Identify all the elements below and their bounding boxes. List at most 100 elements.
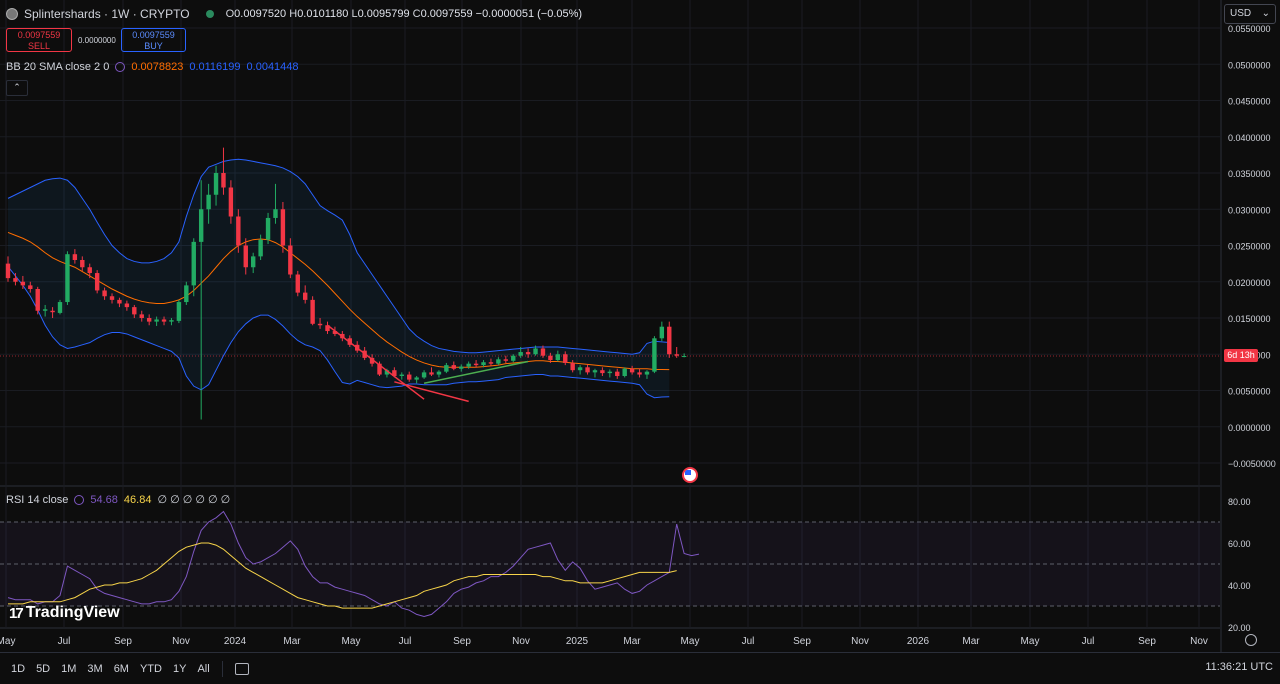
x-tick-label: Jul: [742, 636, 755, 647]
range-1y-button[interactable]: 1Y: [172, 662, 187, 675]
symbol-title[interactable]: Splintershards · 1W · CRYPTO: [24, 7, 190, 21]
candle-body: [466, 363, 471, 367]
candle-body: [50, 310, 55, 313]
candle-body: [525, 352, 531, 355]
candle-body: [399, 374, 404, 376]
candle-body: [317, 323, 323, 326]
candle-body: [310, 299, 315, 324]
us-flag-event-icon[interactable]: [682, 467, 698, 483]
tradingview-wordmark: TradingView: [25, 604, 120, 621]
bb-upper-line: [7, 158, 670, 355]
rsi-y-tick-label: 60.00: [1228, 539, 1251, 549]
buy-button[interactable]: 0.0097559 BUY: [121, 28, 186, 52]
candle-body: [184, 285, 189, 303]
candle-body: [518, 352, 523, 356]
candle-body: [169, 320, 174, 322]
candle-body: [236, 216, 241, 246]
range-1d-button[interactable]: 1D: [11, 662, 26, 675]
candle-body: [94, 273, 100, 291]
chart-canvas[interactable]: 0.0550000 0.0500000 0.0450000 0.0400000 0.03…: [0, 0, 1280, 652]
x-tick-label: May: [342, 636, 361, 647]
x-tick-label: Sep: [793, 636, 811, 647]
candle-body: [258, 239, 263, 257]
rsi-legend[interactable]: RSI 14 close 54.68 46.84 ∅ ∅ ∅ ∅ ∅ ∅: [6, 493, 230, 507]
candle-body: [243, 245, 248, 268]
candle-body: [459, 366, 464, 369]
candle-body: [280, 209, 286, 246]
candle-body: [392, 370, 397, 376]
bb-legend[interactable]: BB 20 SMA close 2 0 0.0078823 0.0116199 …: [6, 61, 299, 73]
price-change: −0.0000051 (−0.05%): [475, 8, 583, 20]
candle-body: [154, 319, 159, 322]
candle-body: [35, 289, 40, 311]
candle-body: [481, 362, 486, 366]
range-1m-button[interactable]: 1M: [61, 662, 77, 675]
candle-body: [570, 362, 575, 371]
rsi-line: [7, 510, 700, 618]
bb-basis-value: 0.0078823: [131, 61, 184, 73]
candle-body: [503, 359, 509, 361]
rsi-value: 54.68: [90, 493, 118, 506]
candle-body: [629, 368, 635, 373]
candle-body: [548, 355, 553, 361]
candle-body: [384, 370, 390, 375]
currency-label: USD: [1230, 8, 1252, 19]
trendline-green: [423, 360, 529, 384]
y-tick-label: −0.0050000: [1228, 459, 1276, 469]
bb-basis-line: [7, 231, 670, 371]
rsi-name: RSI 14 close: [6, 493, 69, 506]
bb-band-fill: [8, 159, 670, 398]
candle-body: [161, 319, 167, 322]
candle-body: [102, 290, 107, 297]
calendar-icon[interactable]: [234, 662, 249, 675]
candle-body: [644, 371, 650, 375]
x-tick-label: May: [1021, 636, 1040, 647]
tradingview-logo[interactable]: 17 TradingView: [9, 604, 120, 622]
range-ytd-button[interactable]: YTD: [139, 662, 162, 675]
x-tick-label: Sep: [114, 636, 132, 647]
y-tick-label: 0.0500000: [1228, 60, 1271, 70]
candle-body: [637, 372, 642, 375]
range-3m-button[interactable]: 3M: [87, 662, 103, 675]
collapse-legend-button[interactable]: ⌃: [6, 80, 28, 96]
candle-body: [511, 355, 516, 361]
candle-body: [407, 374, 412, 380]
x-tick-label: Mar: [283, 636, 301, 647]
candle-body: [206, 194, 211, 210]
currency-selector[interactable]: USD ⌄: [1224, 4, 1276, 24]
candle-body: [109, 296, 115, 300]
candle-body: [592, 370, 598, 373]
gear-icon[interactable]: [1245, 634, 1257, 646]
candle-body: [265, 217, 271, 240]
candle-body: [117, 299, 122, 304]
candle-body: [585, 367, 590, 373]
indicator-settings-icon[interactable]: [115, 62, 126, 72]
x-tick-label: Jul: [58, 636, 71, 647]
candle-body: [42, 309, 48, 311]
sell-button[interactable]: 0.0097559 SELL: [6, 28, 72, 52]
y-tick-label: 0.0150000: [1228, 314, 1271, 324]
y-tick-label: 0.0300000: [1228, 205, 1271, 215]
candle-body: [72, 254, 78, 260]
candle-body: [600, 370, 605, 374]
buy-label: BUY: [144, 41, 163, 51]
y-tick-label: 0.0350000: [1228, 169, 1271, 179]
range-5d-button[interactable]: 5D: [36, 662, 51, 675]
y-tick-label: 0.0450000: [1228, 97, 1271, 107]
utc-clock[interactable]: 11:36:21 UTC: [1205, 661, 1273, 673]
candle-body: [421, 372, 427, 378]
candle-body: [65, 254, 70, 303]
range-6m-button[interactable]: 6M: [113, 662, 129, 675]
rsi-settings-icon[interactable]: [74, 494, 85, 505]
range-all-button[interactable]: All: [197, 662, 210, 675]
candle-body: [622, 368, 627, 376]
x-tick-label: Sep: [1138, 636, 1156, 647]
y-tick-label: 0.0400000: [1228, 133, 1271, 143]
candle-body: [652, 338, 657, 372]
candle-body: [436, 371, 442, 375]
bottom-toolbar: 1D 5D 1M 3M 6M YTD 1Y All 11:36:21 UTC: [0, 652, 1280, 684]
candle-body: [615, 371, 620, 376]
candle-body: [198, 209, 204, 242]
candle-body: [273, 209, 278, 218]
y-tick-label: 0.0000000: [1228, 423, 1271, 433]
